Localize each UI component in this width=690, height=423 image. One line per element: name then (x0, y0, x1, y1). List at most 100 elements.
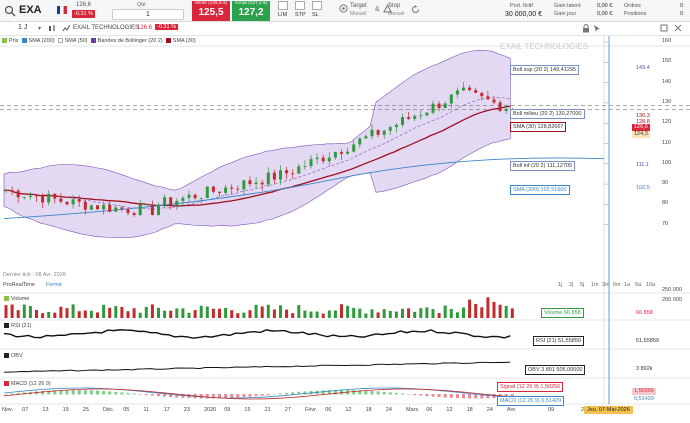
macd-histogram-bar (224, 394, 228, 399)
sma30-line (3, 105, 511, 207)
legend-sma30[interactable]: SMA (30) (165, 38, 196, 44)
x-tick: 15 (244, 407, 251, 413)
macd-histogram-bar (47, 390, 51, 395)
volume-bar (59, 306, 63, 318)
volume-bar (327, 310, 331, 318)
order-type-lim[interactable]: LIM (278, 12, 288, 18)
candle-body (53, 193, 57, 199)
timeframe-6m[interactable]: 6m (613, 282, 621, 288)
x-tick: 24 (385, 407, 392, 413)
legend-sma50[interactable]: SMA (50) (57, 38, 88, 44)
candle-body (340, 152, 343, 154)
x-tick: Mars (406, 407, 419, 413)
target-icon[interactable] (339, 4, 348, 13)
macd-signal-tag[interactable]: Signal (12 26 9) 1,50256 (497, 382, 564, 392)
search-icon[interactable] (4, 5, 16, 17)
target-label[interactable]: Target (350, 3, 367, 9)
macd-line-tag[interactable]: MACD (12 26 9) 0,51429 (497, 396, 565, 406)
timeframe-1j[interactable]: 1j (558, 282, 563, 288)
timeframe-1m[interactable]: 1m (591, 282, 599, 288)
legend-sma200[interactable]: SMA (200) (21, 38, 55, 44)
timeframe-3m[interactable]: 3m (602, 282, 610, 288)
macd-histogram-bar (303, 391, 307, 395)
macd-histogram-bar (468, 394, 472, 399)
boll-inf-tag[interactable]: Boll inf (20 2) 111,12705 (510, 161, 576, 171)
candle-body (83, 201, 87, 210)
volume-bar (285, 309, 289, 318)
sell-button[interactable]: Vente (125,5 €) 125,5 (192, 1, 230, 21)
qty-field[interactable]: 1 (112, 9, 184, 20)
stop-icon[interactable] (383, 4, 392, 13)
lock-icon[interactable] (582, 24, 590, 33)
obv-value: 3 892k (636, 366, 653, 372)
stop-label[interactable]: Stop (388, 3, 401, 9)
timeframe-10a[interactable]: 10a (646, 282, 656, 288)
volume-bar (413, 311, 417, 318)
order-type-sl[interactable]: SL (312, 12, 319, 18)
legend-prix[interactable]: Prix (2, 38, 18, 44)
timeframe-5j[interactable]: 5j (580, 282, 585, 288)
positions-label[interactable]: Positions (624, 11, 647, 17)
orders-value: 0 (680, 3, 684, 9)
buy-button[interactable]: Achat (127,2 €) 127,2 (232, 1, 270, 21)
macd-histogram-bar (340, 390, 343, 395)
macd-histogram-bar (260, 394, 264, 396)
stp-order-icon[interactable] (295, 1, 305, 10)
maximize-icon[interactable] (660, 24, 668, 33)
candle-type-icon[interactable] (47, 24, 57, 33)
candle-body (108, 204, 112, 212)
candle-body (199, 197, 203, 199)
legend-bollinger[interactable]: Bandes de Bollinger (20 2) (90, 38, 163, 44)
candle-body (236, 188, 240, 190)
volume-bar (382, 309, 386, 318)
cursor-icon[interactable] (593, 24, 601, 33)
symbol-field[interactable]: EXA (19, 4, 42, 16)
volume-bar (163, 310, 167, 318)
volume-bar (144, 306, 148, 318)
refresh-icon[interactable] (411, 5, 420, 14)
y-tick: 140 (662, 78, 672, 85)
chart-settings-icon[interactable] (62, 24, 71, 33)
macd-histogram-bar (401, 393, 404, 395)
ampersand: & (375, 6, 380, 13)
orders-label[interactable]: Ordres (624, 3, 641, 9)
y-tick: 110 (662, 139, 671, 146)
obv-tag[interactable]: OBV 3 891 505,00000 (525, 365, 586, 375)
order-type-stp[interactable]: STP (295, 12, 306, 18)
volume-bar (419, 308, 423, 318)
macd-histogram-bar (394, 392, 398, 395)
volume-bar (211, 308, 215, 318)
macd-histogram-bar (291, 392, 295, 395)
sma30-tag[interactable]: SMA (30) 128,82667 (510, 122, 567, 132)
volume-tag[interactable]: Volume 66 858 (541, 308, 584, 318)
volume-bar (71, 304, 75, 318)
prorealtime-brand: ProRealTime (3, 282, 35, 288)
lim-order-icon[interactable] (278, 1, 288, 10)
timeframe-1a[interactable]: 1a (624, 282, 631, 288)
interval-select[interactable]: 1 J (18, 24, 28, 31)
chevron-down-icon[interactable]: ▾ (38, 26, 42, 32)
boll-sup-tag[interactable]: Boll sup (20 2) 149,41295 (510, 65, 579, 75)
y-tick: 120 (662, 119, 672, 126)
rsi-tag[interactable]: RSI (21) 51,55859 (533, 336, 584, 346)
x-tick: 18 (466, 407, 473, 413)
volume-bar (333, 310, 337, 318)
timeframe-2j[interactable]: 2j (569, 282, 574, 288)
volume-bar (358, 308, 362, 318)
boll-mid-tag[interactable]: Boll milieu (20 2) 130,27000 (510, 109, 585, 119)
price-sma200: 102,5 (636, 185, 650, 191)
macd-histogram-bar (272, 393, 276, 395)
x-tick: Nov. (2, 407, 13, 413)
macd-histogram-bar (181, 394, 185, 398)
candle-body (394, 124, 398, 128)
sl-order-icon[interactable] (312, 1, 322, 10)
buy-label: Achat (127,2 €) (234, 1, 268, 6)
sma200-tag[interactable]: SMA (200) 102,51600 (510, 185, 570, 195)
rsi-title: RSI (21) (4, 322, 31, 330)
timeframe-5a[interactable]: 5a (635, 282, 642, 288)
macd-histogram-bar (132, 393, 136, 395)
macd-histogram-bar (114, 391, 118, 395)
x-tick: 25 (82, 407, 89, 413)
close-icon[interactable] (674, 24, 682, 33)
